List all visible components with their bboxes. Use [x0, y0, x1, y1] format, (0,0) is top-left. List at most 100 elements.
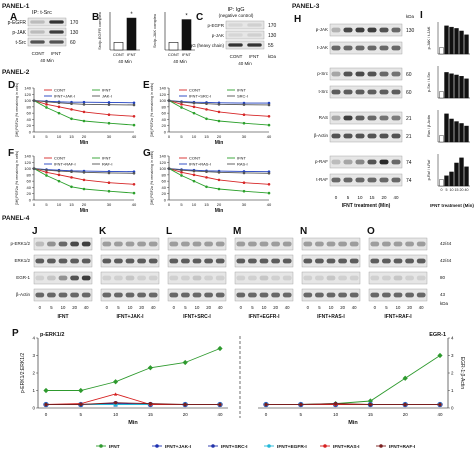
data-point: [217, 103, 221, 106]
data-point: [82, 178, 86, 182]
letter-d: D: [8, 80, 15, 91]
data-point: [192, 179, 196, 183]
panel-h-blot-band: [367, 159, 377, 165]
data-point: [113, 379, 119, 385]
y-axis-label: EGR-1:β-Actin: [459, 357, 465, 390]
bar: [439, 135, 444, 143]
data-point: [180, 106, 183, 109]
panel-h-blot-band: [343, 159, 353, 165]
tick-label: 20: [27, 123, 32, 128]
data-point: [132, 123, 136, 127]
panel-c-time: 40 Min: [238, 61, 252, 66]
panel-c-blot-band: [247, 33, 262, 37]
panel-i-ylabel: p-JAK / t-JAK: [427, 26, 431, 49]
panel-h-blot-band: [367, 71, 377, 77]
tick-label: 0: [45, 412, 48, 417]
panel-h-blot-band: [331, 71, 341, 77]
panel-4-kda: 80: [440, 275, 446, 280]
panel-a-blot-band: [30, 30, 45, 34]
panel-b-xlabel: 40 Min: [173, 59, 187, 64]
panel-4-blot-band: [215, 275, 225, 281]
tick-label: 4: [32, 336, 35, 341]
panel-h-row-label: β-Actin: [314, 133, 329, 138]
panel-h-blot-band: [391, 159, 401, 165]
significance-mark: *: [130, 12, 133, 18]
panel-h-blot-band: [343, 45, 353, 51]
data-point: [192, 173, 196, 177]
panel-h-blot-band: [391, 89, 401, 95]
panel-4-blot-band: [35, 241, 45, 247]
tick-label: 40: [267, 134, 272, 139]
legend-label: CONT: [189, 88, 201, 93]
letter-p: P: [12, 328, 19, 339]
panel-c-blot-band: [247, 43, 262, 47]
tick-label: 5: [80, 412, 83, 417]
data-point: [299, 402, 303, 407]
tick-label: 10: [113, 412, 119, 417]
panel-a-blot-band: [49, 30, 64, 34]
panel-h-blot-band: [379, 71, 389, 77]
panel-c-blot-band: [247, 23, 262, 27]
tick-label: 15: [368, 412, 374, 417]
tick-label: 5: [45, 134, 48, 139]
panel-4-blot-band: [137, 241, 147, 247]
panel-4-lane: 5: [251, 305, 254, 310]
bar: [439, 179, 444, 187]
panel-4-blot-band: [247, 258, 257, 264]
panel-a-blot-bg: [27, 37, 67, 47]
panel-4-row-label: p-ERK1/2: [10, 241, 30, 246]
data-point: [113, 401, 118, 405]
tick-label: 20: [217, 134, 222, 139]
panel-4-blot-band: [282, 258, 292, 264]
panel-h-blot-band: [355, 27, 365, 33]
tick-label: 10: [57, 202, 62, 207]
panel-4-lane: 10: [128, 305, 133, 310]
data-point: [32, 167, 36, 170]
panel-a-blot-band: [49, 20, 64, 24]
panel-4-lane: 0: [39, 305, 42, 310]
panel-4-blot-band: [236, 275, 246, 281]
bar: [459, 123, 464, 143]
panel-4-lane: 20: [407, 305, 412, 310]
x-axis-label: Min: [80, 208, 89, 214]
panel-4-blot-band: [393, 292, 403, 298]
panel-4-blot-band: [204, 258, 214, 264]
bar: [449, 118, 454, 143]
data-point: [242, 113, 246, 117]
data-point: [205, 102, 208, 106]
tick-label: 5: [180, 202, 183, 207]
tick-label: 100: [159, 98, 166, 103]
letter-e: E: [143, 80, 150, 91]
panel-4-blot-band: [349, 258, 359, 264]
tick-label: 80: [27, 104, 32, 109]
legend-label: IFNT: [237, 88, 246, 93]
legend-marker: [99, 444, 103, 448]
tick-label: IFNT: [182, 52, 191, 57]
series-line: [266, 403, 440, 405]
data-point: [192, 105, 196, 109]
panel-i: Ip-JAK / t-JAK p-Src / t-Src Ras / β-Actin…: [420, 10, 474, 208]
data-point: [402, 375, 408, 381]
data-point: [132, 101, 136, 105]
panel-4-blot-band: [125, 292, 135, 298]
panel-4-blot-band: [169, 241, 179, 247]
panel-4-lane: 10: [329, 305, 334, 310]
tick-label: 3: [32, 353, 35, 358]
panel-4-blot-bg: [368, 271, 428, 285]
data-point: [132, 191, 136, 195]
panel-4-lane: 20: [72, 305, 77, 310]
data-point: [107, 101, 111, 104]
data-point: [82, 171, 86, 174]
panel-h-blot-band: [367, 45, 377, 51]
panel-4-blot-bg: [167, 271, 227, 285]
panel-4-blot-band: [35, 258, 45, 264]
tick-label: 60: [27, 179, 32, 184]
panel-4-blot-band: [35, 292, 45, 298]
tick-label: 40: [217, 412, 223, 417]
data-point: [70, 117, 73, 121]
panel-h-blot-band: [391, 133, 401, 139]
tick-label: 40: [27, 117, 32, 122]
panel-4-lane: 40: [352, 305, 357, 310]
panel-c-blot-band: [228, 23, 243, 27]
